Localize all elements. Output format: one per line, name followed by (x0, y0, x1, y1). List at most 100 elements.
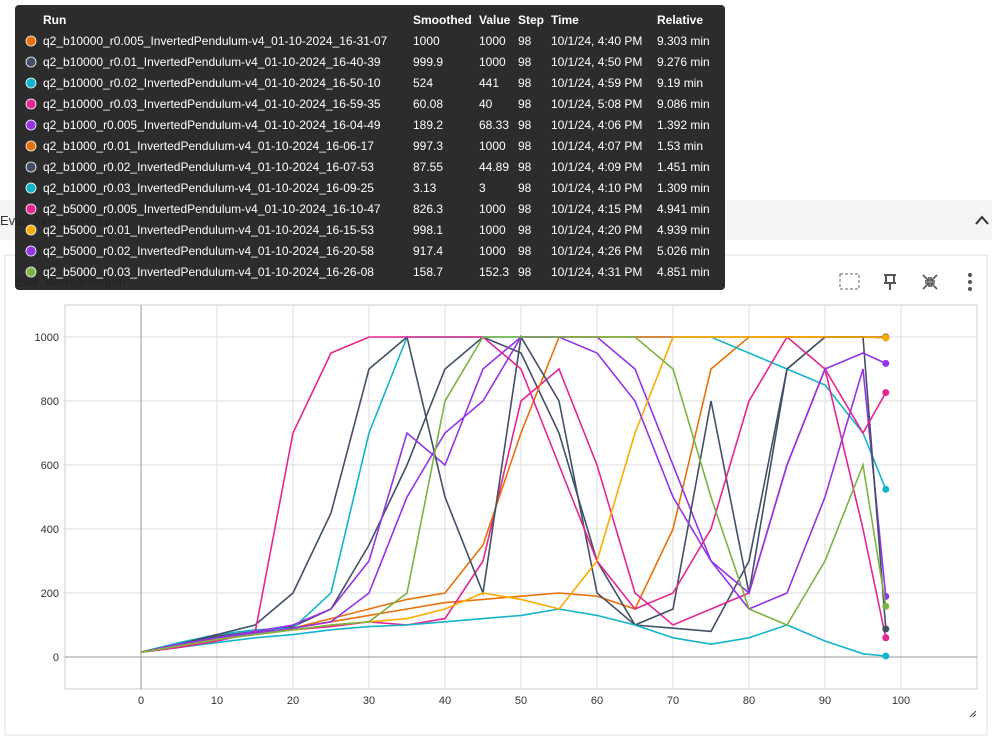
end-dot (882, 602, 890, 610)
tooltip-cell: 40 (479, 97, 493, 111)
tooltip-cell: 5.026 min (657, 244, 710, 258)
tooltip-cell: 9.086 min (657, 97, 710, 111)
collapse-chart-icon[interactable] (922, 274, 938, 290)
legend-dot (25, 266, 37, 278)
tooltip-cell: 1000 (479, 139, 506, 153)
tooltip-cell: 524 (413, 76, 433, 90)
run-name: q2_b1000_r0.01_InvertedPendulum-v4_01-10… (43, 139, 374, 153)
tooltip-cell: 10/1/24, 4:40 PM (551, 34, 642, 48)
tooltip-cell: 1000 (479, 202, 506, 216)
tooltip-cell: 60.08 (413, 97, 443, 111)
tooltip-cell: 152.3 (479, 265, 509, 279)
tooltip-header: Time (551, 13, 579, 27)
tooltip-cell: 98 (518, 76, 532, 90)
run-name: q2_b5000_r0.03_InvertedPendulum-v4_01-10… (43, 265, 374, 279)
plot: 0 200 400 600 800 1000 0 10 20 30 40 50 60 70 80 90 100 (35, 305, 977, 707)
legend-dot (25, 98, 37, 110)
tooltip-cell: 4.941 min (657, 202, 710, 216)
tooltip-cell: 98 (518, 244, 532, 258)
x-tick-label: 70 (667, 695, 679, 707)
x-tick-label: 60 (591, 695, 603, 707)
tooltip-cell: 1.451 min (657, 160, 710, 174)
tooltip-cell: 98 (518, 118, 532, 132)
tooltip-cell: 158.7 (413, 265, 443, 279)
x-tick-label: 90 (819, 695, 831, 707)
x-tick-label: 80 (743, 695, 755, 707)
tooltip-cell: 10/1/24, 4:59 PM (551, 76, 642, 90)
tooltip-cell: 98 (518, 139, 532, 153)
legend-dot (25, 35, 37, 47)
y-tick-label: 400 (41, 524, 59, 536)
y-tick-label: 600 (41, 460, 59, 472)
x-tick-label: 40 (439, 695, 451, 707)
tooltip-cell: 1.309 min (657, 181, 710, 195)
pin-icon[interactable] (884, 274, 896, 290)
tooltip-cell: 98 (518, 97, 532, 111)
tooltip-header: Smoothed (413, 13, 472, 27)
tooltip-cell: 1000 (413, 34, 440, 48)
end-dot (882, 389, 890, 397)
run-name: q2_b5000_r0.005_InvertedPendulum-v4_01-1… (43, 202, 381, 216)
chart-card (4, 254, 988, 736)
tooltip-cell: 10/1/24, 4:07 PM (551, 139, 642, 153)
fit-icon[interactable] (839, 273, 860, 290)
legend-dot (25, 119, 37, 131)
tooltip-cell: 10/1/24, 4:50 PM (551, 55, 642, 69)
tooltip-cell: 997.3 (413, 139, 443, 153)
run-name: q2_b10000_r0.02_InvertedPendulum-v4_01-1… (43, 76, 381, 90)
tooltip-header: Run (43, 13, 66, 27)
x-tick-label: 10 (211, 695, 223, 707)
tooltip-cell: 917.4 (413, 244, 443, 258)
tooltip-cell: 4.939 min (657, 223, 710, 237)
tooltip-cell: 999.9 (413, 55, 443, 69)
tooltip-cell: 4.851 min (657, 265, 710, 279)
x-tick-label: 20 (287, 695, 299, 707)
tooltip-cell: 3 (479, 181, 486, 195)
legend-dot (25, 77, 37, 89)
tooltip-cell: 10/1/24, 5:08 PM (551, 97, 642, 111)
series-line (140, 608, 886, 657)
end-dot (882, 634, 890, 642)
tooltip-cell: 9.19 min (657, 76, 703, 90)
x-tick-label: 0 (138, 695, 144, 707)
tooltip-cell: 9.303 min (657, 34, 710, 48)
tooltip-cell: 98 (518, 34, 532, 48)
tooltip-cell: 10/1/24, 4:06 PM (551, 118, 642, 132)
tooltip-cell: 10/1/24, 4:31 PM (551, 265, 642, 279)
run-name: q2_b5000_r0.01_InvertedPendulum-v4_01-10… (43, 223, 374, 237)
tooltip-cell: 189.2 (413, 118, 443, 132)
run-name: q2_b10000_r0.01_InvertedPendulum-v4_01-1… (43, 55, 381, 69)
tooltip-cell: 1000 (479, 223, 506, 237)
tooltip-cell: 98 (518, 265, 532, 279)
resize-handle[interactable] (969, 710, 977, 718)
tooltip-cell: 98 (518, 202, 532, 216)
run-name: q2_b10000_r0.005_InvertedPendulum-v4_01-… (43, 34, 388, 48)
legend-dot (25, 203, 37, 215)
legend-dot (25, 161, 37, 173)
more-icon[interactable] (968, 273, 972, 291)
tooltip-cell: 998.1 (413, 223, 443, 237)
tooltip-header: Step (518, 13, 544, 27)
end-dot (882, 359, 890, 367)
run-name: q2_b5000_r0.02_InvertedPendulum-v4_01-10… (43, 244, 374, 258)
tooltip: Run Smoothed Value Step Time Relative q2_b1000… (15, 5, 725, 290)
collapse-icon[interactable] (975, 215, 989, 225)
tooltip-cell: 10/1/24, 4:26 PM (551, 244, 642, 258)
tooltip-cell: 3.13 (413, 181, 437, 195)
legend-dot (25, 224, 37, 236)
run-name: q2_b1000_r0.02_InvertedPendulum-v4_01-10… (43, 160, 374, 174)
tooltip-cell: 1.53 min (657, 139, 703, 153)
tooltip-cell: 98 (518, 181, 532, 195)
x-tick-label: 30 (363, 695, 375, 707)
legend-dot (25, 56, 37, 68)
y-tick-label: 0 (53, 652, 59, 664)
tooltip-cell: 826.3 (413, 202, 443, 216)
x-tick-label: 100 (892, 695, 910, 707)
y-tick-label: 800 (41, 396, 59, 408)
tooltip-cell: 10/1/24, 4:10 PM (551, 181, 642, 195)
tooltip-cell: 10/1/24, 4:20 PM (551, 223, 642, 237)
tooltip-header: Relative (657, 13, 703, 27)
x-tick-label: 50 (515, 695, 527, 707)
